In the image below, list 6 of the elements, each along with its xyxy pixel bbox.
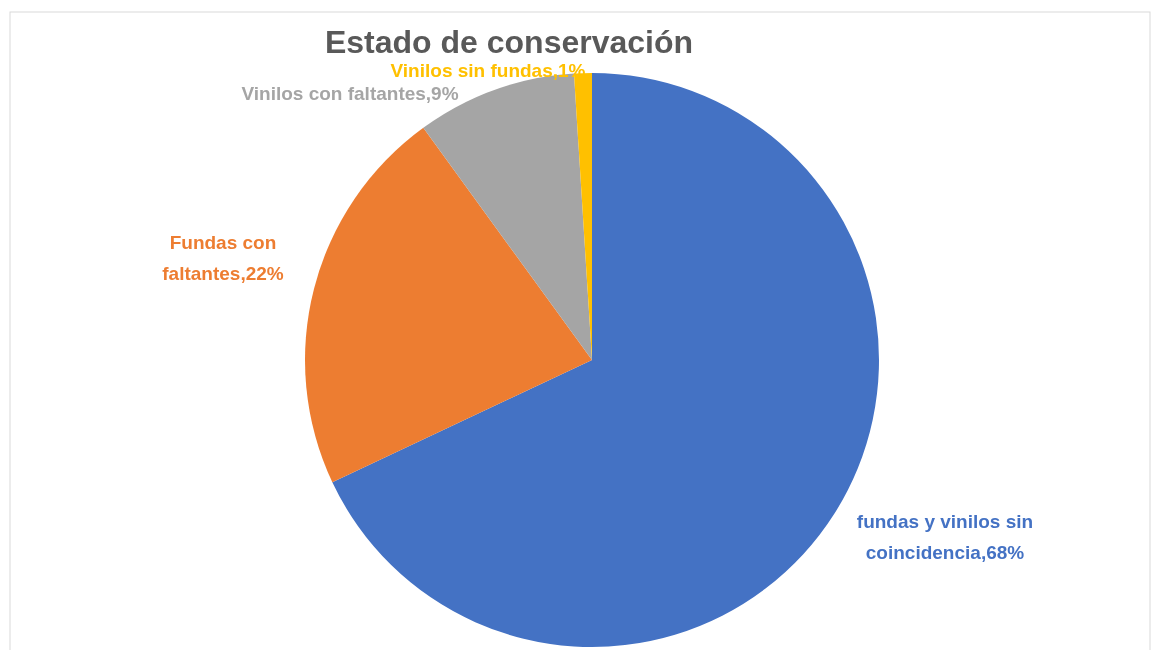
slice-label: fundas y vinilos sin coincidencia,68% — [856, 511, 1034, 563]
slice-label: Vinilos con faltantes,9% — [241, 82, 459, 104]
chart-title: Estado de conservación — [324, 24, 694, 60]
slice-label: Fundas con faltantes,22% — [162, 232, 284, 284]
slice-label: Vinilos sin fundas,1% — [390, 59, 586, 81]
pie-slice — [305, 127, 592, 483]
